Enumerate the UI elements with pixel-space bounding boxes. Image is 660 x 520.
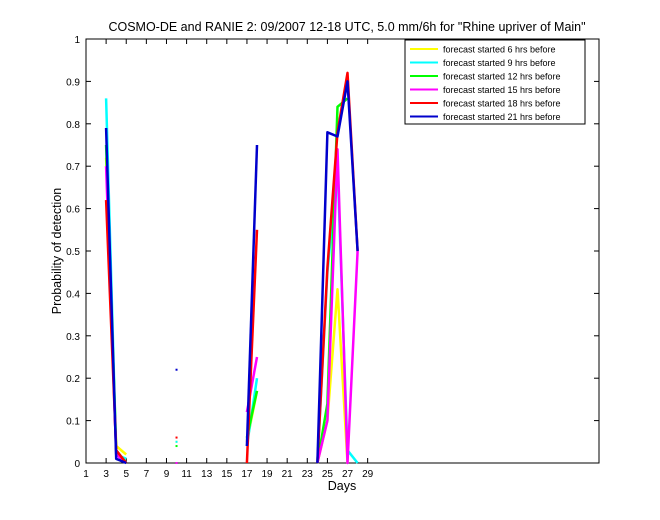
series-point — [175, 462, 178, 464]
x-tick-label: 1 — [83, 469, 89, 480]
y-tick-label: 1 — [74, 35, 80, 46]
x-tick-label: 7 — [144, 469, 150, 480]
x-tick-label: 25 — [322, 469, 334, 480]
legend-label: forecast started 15 hrs before — [443, 85, 561, 95]
x-tick-label: 21 — [282, 469, 294, 480]
legend: forecast started 6 hrs before forecast st… — [404, 39, 586, 125]
y-tick-label: 0.2 — [66, 374, 80, 385]
x-tick-label: 29 — [362, 469, 374, 480]
x-axis-label: Days — [328, 479, 356, 493]
x-tick-label: 23 — [302, 469, 314, 480]
legend-label: forecast started 6 hrs before — [443, 45, 556, 55]
y-tick-label: 0 — [74, 459, 80, 470]
series-line-segment — [316, 80, 359, 464]
legend-label: forecast started 9 hrs before — [443, 58, 556, 68]
y-tick-label: 0.6 — [66, 205, 80, 216]
x-tick-label: 27 — [342, 469, 354, 480]
series-point — [175, 440, 178, 443]
x-tick-label: 19 — [261, 469, 273, 480]
y-tick-label: 0.7 — [66, 162, 80, 173]
x-tick-label: 3 — [103, 469, 109, 480]
legend-box — [404, 39, 586, 125]
y-axis-label: Probability of detection — [50, 188, 64, 315]
y-tick-label: 0.4 — [66, 289, 80, 300]
series-point — [175, 445, 178, 448]
series-point — [175, 436, 178, 439]
y-axis: 0 0.1 0.2 0.3 0.4 0.5 0.6 0.7 0.8 0.9 1 — [66, 35, 599, 470]
x-tick-label: 15 — [221, 469, 233, 480]
series-6 — [104, 80, 359, 465]
y-tick-label: 0.3 — [66, 332, 80, 343]
legend-label: forecast started 21 hrs before — [443, 112, 561, 122]
chart-title: COSMO-DE and RANIE 2: 09/2007 12-18 UTC,… — [108, 20, 585, 34]
y-tick-label: 0.9 — [66, 77, 80, 88]
series-line-segment — [316, 147, 359, 465]
x-axis: 1 3 5 7 9 11 13 15 17 19 21 23 25 27 29 — [83, 39, 374, 480]
series-point — [175, 368, 178, 371]
series-line-segment — [245, 144, 259, 447]
series-line-segment — [104, 127, 127, 465]
x-tick-label: 17 — [241, 469, 253, 480]
y-tick-label: 0.8 — [66, 120, 80, 131]
legend-label: forecast started 12 hrs before — [443, 72, 561, 82]
legend-label: forecast started 18 hrs before — [443, 99, 561, 109]
series-lines — [104, 71, 359, 465]
x-tick-label: 13 — [201, 469, 213, 480]
x-tick-label: 11 — [181, 469, 192, 480]
y-tick-label: 0.1 — [66, 417, 80, 428]
x-tick-label: 9 — [164, 469, 170, 480]
x-tick-label: 5 — [123, 469, 129, 480]
y-tick-label: 0.5 — [66, 247, 80, 258]
